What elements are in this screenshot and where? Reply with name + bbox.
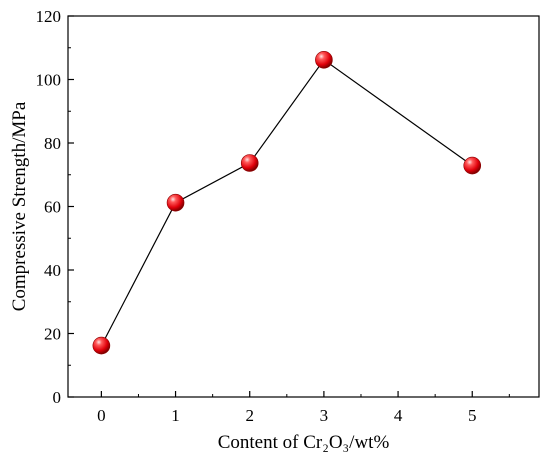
- series-line: [100, 58, 473, 346]
- x-tick-label: 3: [320, 406, 329, 425]
- x-tick-label: 5: [468, 406, 477, 425]
- y-tick-label: 120: [36, 7, 62, 26]
- data-points: [92, 51, 482, 355]
- data-point: [92, 336, 111, 355]
- y-tick-label: 0: [53, 388, 62, 407]
- x-tick-label: 4: [394, 406, 403, 425]
- y-tick-label: 60: [44, 198, 61, 217]
- x-tick-label: 1: [171, 406, 180, 425]
- data-point: [315, 51, 333, 69]
- data-point: [463, 156, 482, 175]
- y-tick-label: 40: [44, 261, 61, 280]
- y-axis: 0 20 40 60 80 100 120: [36, 7, 74, 407]
- x-tick-label: 2: [245, 406, 254, 425]
- y-tick-label: 20: [44, 325, 61, 344]
- x-axis-label: Content of Cr₂O₃/wt%: [218, 432, 390, 453]
- y-axis-label: Compressive Strength/MPa: [9, 101, 30, 311]
- plot-frame: [67, 15, 540, 398]
- data-point: [240, 154, 259, 172]
- data-point: [166, 193, 185, 212]
- x-axis: 0 1 2 3 4 5: [97, 391, 510, 425]
- y-tick-label: 80: [44, 134, 61, 153]
- y-tick-label: 100: [36, 71, 62, 90]
- x-tick-label: 0: [97, 406, 106, 425]
